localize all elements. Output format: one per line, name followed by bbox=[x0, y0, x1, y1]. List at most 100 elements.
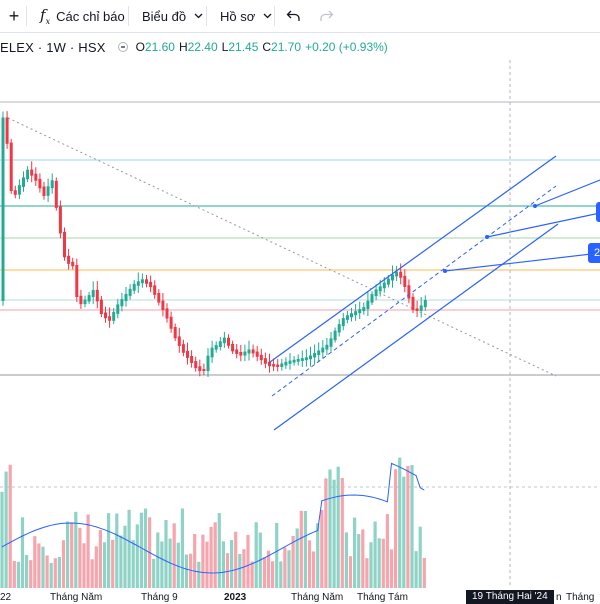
volume-bar bbox=[406, 465, 410, 588]
candle-body bbox=[30, 169, 34, 176]
volume-bar bbox=[361, 529, 365, 588]
price-axis-tag-text: 2 bbox=[594, 247, 600, 259]
volume-bar bbox=[135, 524, 139, 588]
candle-body bbox=[181, 344, 185, 353]
candle-body bbox=[292, 359, 296, 363]
candle-body bbox=[46, 186, 50, 196]
candle-body bbox=[399, 271, 403, 278]
add-symbol-button[interactable]: + bbox=[4, 0, 24, 32]
channel-upper-line[interactable] bbox=[269, 155, 557, 363]
candle-body bbox=[190, 356, 194, 363]
volume-bar bbox=[291, 535, 295, 588]
volume-bar bbox=[422, 557, 426, 588]
candle-body bbox=[58, 206, 62, 234]
open-value: 21.60 bbox=[144, 40, 175, 54]
candle-body bbox=[13, 190, 17, 195]
volume-bars bbox=[0, 457, 426, 588]
volume-bar bbox=[394, 469, 398, 588]
volume-bar bbox=[377, 538, 381, 588]
candle-body bbox=[206, 355, 210, 371]
time-axis-label: 22 bbox=[0, 592, 12, 603]
channel-lower-line[interactable] bbox=[273, 223, 559, 431]
price-chart[interactable] bbox=[0, 60, 600, 588]
projection-line[interactable] bbox=[486, 212, 600, 238]
candle-body bbox=[153, 285, 157, 295]
projection-lines[interactable] bbox=[443, 179, 600, 273]
volume-bar bbox=[119, 535, 123, 588]
candle-body bbox=[140, 279, 144, 284]
volume-moving-average bbox=[1, 462, 425, 574]
candle-body bbox=[67, 255, 71, 264]
volume-bar bbox=[303, 510, 307, 588]
volume-bar bbox=[184, 554, 189, 588]
projection-handle[interactable] bbox=[443, 269, 447, 273]
projection-handle[interactable] bbox=[533, 204, 537, 208]
volume-bar bbox=[53, 558, 57, 588]
projection-line[interactable] bbox=[444, 252, 600, 272]
candle-body bbox=[161, 300, 165, 311]
volume-bar bbox=[250, 561, 254, 588]
volume-bar bbox=[20, 517, 25, 588]
volume-bar bbox=[78, 527, 82, 588]
symbol-title[interactable]: ELEX · 1W · HSX bbox=[0, 39, 106, 55]
volume-bar bbox=[332, 479, 336, 588]
candle-body bbox=[263, 358, 267, 364]
low-label: L bbox=[221, 40, 229, 54]
candle-body bbox=[329, 338, 333, 347]
indicators-label: Các chỉ báo bbox=[56, 8, 125, 24]
time-axis-label: Tháng Tám bbox=[357, 592, 408, 603]
volume-bar bbox=[262, 557, 266, 588]
candle-body bbox=[214, 345, 218, 350]
undo-button[interactable] bbox=[286, 0, 302, 32]
candle-body bbox=[63, 231, 66, 258]
candle-body bbox=[235, 349, 239, 354]
volume-bar bbox=[287, 550, 291, 588]
candle-body bbox=[104, 312, 107, 319]
trendline-downward bbox=[7, 117, 557, 377]
volume-bar bbox=[295, 528, 299, 588]
candle-body bbox=[231, 343, 235, 352]
top-toolbar: + fx Các chỉ báo Biểu đồ Hồ sơ bbox=[0, 0, 600, 33]
volume-bar bbox=[344, 532, 348, 588]
open-label: O bbox=[135, 40, 145, 54]
profile-button[interactable]: Hồ sơ bbox=[220, 0, 272, 32]
toolbar-divider bbox=[274, 6, 275, 26]
candle-body bbox=[34, 173, 38, 181]
volume-bar bbox=[254, 522, 258, 588]
volume-bar bbox=[230, 540, 234, 588]
redo-button[interactable] bbox=[318, 0, 334, 32]
volume-bar bbox=[234, 531, 238, 588]
candle-body bbox=[218, 341, 222, 348]
candle-body bbox=[149, 281, 153, 288]
volume-bar bbox=[66, 521, 70, 588]
candle-body bbox=[374, 289, 378, 297]
candle-body bbox=[370, 294, 374, 303]
candle-body bbox=[419, 305, 423, 311]
candle-body bbox=[325, 344, 329, 350]
volume-bar bbox=[418, 526, 422, 588]
chart-type-button[interactable]: Biểu đồ bbox=[142, 0, 203, 32]
candle-body bbox=[124, 294, 128, 301]
volume-bar bbox=[242, 549, 246, 588]
high-value: 22.40 bbox=[187, 40, 218, 54]
time-axis[interactable]: 22 Tháng Năm Tháng 9 2023 Tháng Năm Thán… bbox=[0, 588, 600, 603]
time-axis-label: Tháng 9 bbox=[141, 592, 178, 603]
redo-icon bbox=[320, 10, 334, 21]
indicators-button[interactable]: fx Các chỉ báo bbox=[40, 0, 125, 32]
candle-body bbox=[132, 283, 136, 291]
parallel-channel[interactable] bbox=[269, 155, 559, 431]
projection-handle[interactable] bbox=[485, 235, 489, 239]
projection-line[interactable] bbox=[534, 179, 600, 207]
candle-body bbox=[333, 330, 337, 341]
candle-body bbox=[210, 347, 214, 358]
candle-body bbox=[38, 178, 42, 189]
volume-bar bbox=[402, 476, 406, 588]
channel-middle-line[interactable] bbox=[271, 185, 557, 397]
time-axis-label: 2023 bbox=[224, 592, 247, 603]
candle-body bbox=[71, 261, 75, 267]
candle-body bbox=[280, 363, 284, 367]
volume-bar bbox=[225, 553, 230, 588]
candle-body bbox=[366, 300, 370, 310]
volume-bar bbox=[49, 562, 53, 588]
volume-bar bbox=[279, 561, 283, 588]
